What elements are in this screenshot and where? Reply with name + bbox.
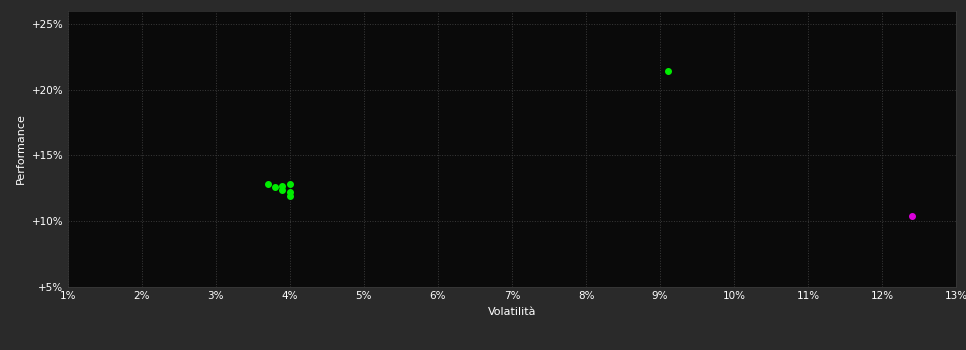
X-axis label: Volatilità: Volatilità: [488, 307, 536, 317]
Y-axis label: Performance: Performance: [16, 113, 26, 184]
